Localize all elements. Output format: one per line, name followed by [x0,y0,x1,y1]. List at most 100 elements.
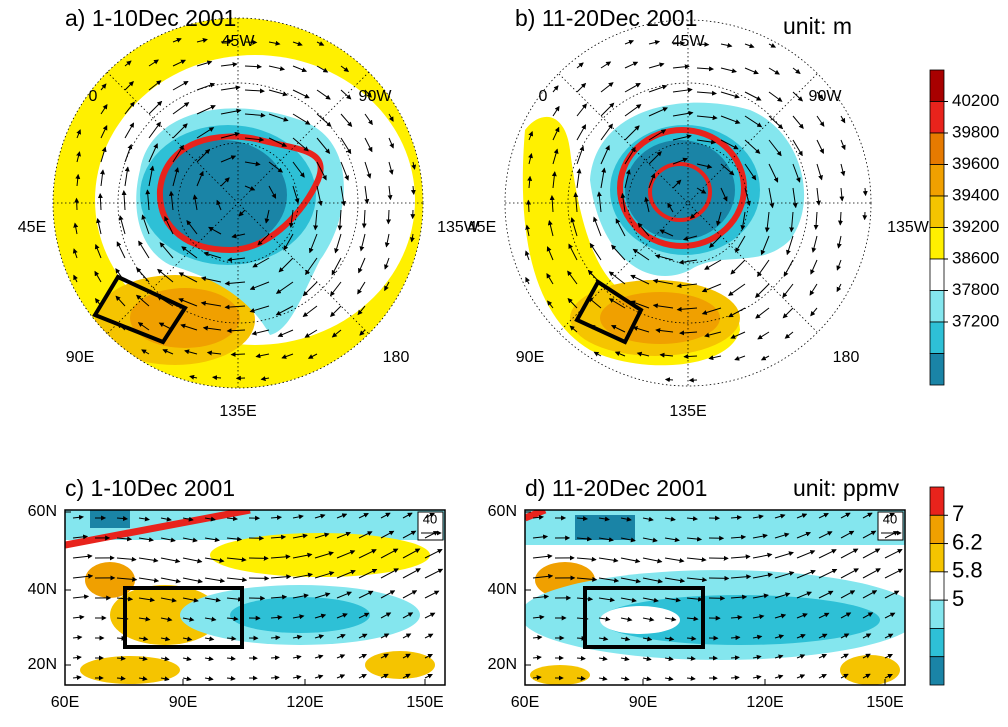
wind-vector [816,139,824,155]
wind-vector [728,307,746,318]
wind-vector [840,633,850,639]
wind-vector [358,568,378,579]
wind-vector [792,187,798,209]
wind-vector [160,676,170,682]
wind-vector [664,377,674,383]
wind-vector [593,351,602,357]
wind-vector [524,250,530,261]
wind-vector [532,573,554,579]
wind-vector [116,616,129,622]
wind-vector [277,329,294,337]
wind-vector [642,597,659,603]
wind-vector [124,122,135,139]
wind-vector [593,216,602,237]
wind-vector [792,91,804,102]
colorbar-box [929,628,945,658]
wind-vector [720,91,740,99]
wind-vector [783,259,794,277]
wind-vector [576,516,589,522]
colorbar-label: 37800 [952,280,999,299]
wind-vector [730,675,740,681]
wind-vector [810,307,818,317]
wind-vector [624,82,641,93]
wind-vector [196,148,211,163]
wind-vector [182,616,195,622]
wind-vector [796,531,812,539]
wind-vector [840,548,859,559]
wind-vector [204,656,214,662]
x-tick-label: 120E [746,694,783,711]
wind-vector [157,268,174,283]
wind-vector [141,214,150,235]
wind-vector [292,89,310,99]
wind-vector [551,171,557,189]
y-tick-label: 40N [28,581,57,598]
wind-vector [292,614,305,620]
wind-vector [701,307,722,315]
wind-vector [220,62,238,68]
colorbar-box [929,290,945,323]
wind-vector [160,577,181,584]
wind-vector [196,127,215,139]
wind-vector [672,179,682,189]
wind-vector [836,235,842,249]
wind-vector [720,187,728,202]
wind-vector [278,257,294,273]
wind-vector [782,307,794,319]
wind-vector [196,38,208,43]
wind-vector [160,616,173,622]
wind-vector [644,196,650,213]
wind-vector [268,89,288,97]
wind-vector [818,674,827,679]
wind-vector [600,82,614,93]
wind-vector [231,233,246,239]
wind-vector [768,91,783,102]
wind-vector [598,676,608,682]
panel-title: c) 1-10Dec 2001 [65,475,235,501]
wind-vector [380,590,396,599]
wind-vector [760,235,770,256]
wind-vector [292,552,313,559]
wind-vector [334,233,342,254]
colorbar-box [929,69,945,102]
wind-vector [74,197,80,211]
wind-vector [200,301,222,307]
wind-vector [358,612,370,619]
wind-vector [75,173,81,187]
wind-vector [424,590,440,599]
wind-vector [359,329,366,336]
wind-vector [204,616,217,622]
wind-vector [620,192,626,213]
wind-vector [424,673,433,679]
wind-vector [730,259,746,275]
wind-vector [72,655,82,661]
wind-vector [567,270,578,285]
wind-vector [598,537,614,543]
wind-vector [569,325,578,333]
wind-vector [752,654,762,660]
wind-vector [402,653,411,659]
wind-vector [358,513,369,519]
wind-vector [600,123,613,141]
wind-vector [862,568,881,579]
wind-vector [734,355,746,361]
wind-vector [576,616,589,622]
wind-vector [252,257,270,268]
wind-vector [220,38,234,44]
wind-vector [764,211,770,233]
wind-vector [676,283,698,289]
wind-vector [380,633,390,639]
wind-vector [96,217,102,235]
wind-vector [678,259,698,265]
wind-vector [642,676,652,682]
wind-vector [862,673,871,679]
wind-vector [654,254,674,261]
wind-vector [402,568,421,579]
wind-vector [755,307,770,319]
wind-vector [624,125,640,141]
wind-vector [268,137,288,147]
wind-vector [652,303,674,309]
wind-vector [547,300,554,309]
wind-vector [138,676,148,682]
